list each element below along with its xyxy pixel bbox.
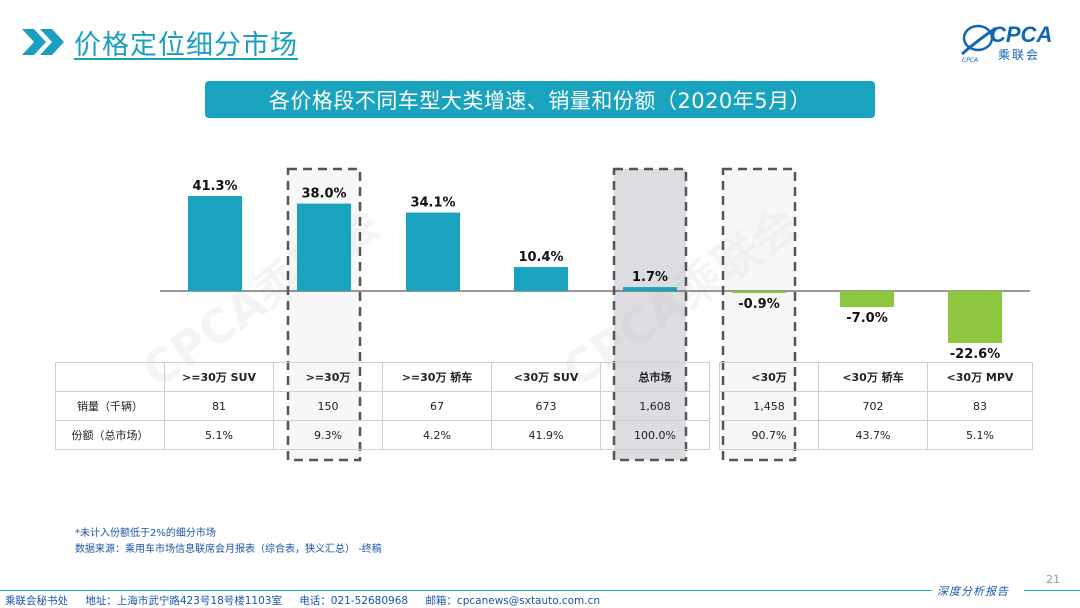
table-cell: 5.1%	[164, 420, 274, 450]
svg-text:CPCA: CPCA	[962, 57, 978, 64]
bar-value-label: 34.1%	[410, 196, 455, 211]
bar-layer	[188, 196, 1002, 343]
highlight-box-border	[286, 167, 362, 462]
table-cell: 67	[382, 391, 492, 421]
bar	[732, 291, 786, 294]
value-label-layer: 41.3% 38.0% 34.1% 10.4% 1.7% -0.9% -7.0% -22.6%	[192, 179, 1000, 362]
table-cell: 673	[491, 391, 601, 421]
bar-value-label: 10.4%	[518, 250, 563, 265]
table-cell: 150	[273, 391, 383, 421]
table-cell: 9.3%	[273, 420, 383, 450]
footer-rule	[0, 590, 932, 591]
col-header-cell: >=30万 轿车	[382, 362, 492, 392]
col-header-cell: 总市场	[600, 362, 710, 392]
footer-org: 乘联会秘书处	[5, 595, 68, 607]
page-header: 价格定位细分市场	[20, 22, 298, 62]
highlight-border-layer	[286, 167, 797, 462]
highlight-box-border	[612, 167, 688, 462]
col-header-cell: <30万 SUV	[491, 362, 601, 392]
table-cell: 1,458	[719, 391, 819, 421]
col-header-cell: <30万	[719, 362, 819, 392]
table-header-row: >=30万 SUV >=30万 >=30万 轿车 <30万 SUV 总市场 <3…	[55, 362, 1033, 392]
report-type-label: 深度分析报告	[937, 585, 1009, 598]
table-row-share: 份额（总市场） 5.1% 9.3% 4.2% 41.9% 100.0% 90.7…	[55, 420, 1033, 450]
bar	[188, 196, 242, 291]
bar-value-label: -22.6%	[950, 347, 1001, 362]
bar	[948, 291, 1002, 343]
footer-address: 地址：上海市武宁路423号18号楼1103室	[85, 595, 282, 607]
highlight-box-border	[721, 167, 797, 462]
table-gap-cell	[709, 420, 720, 450]
chart-notes: *未计入份额低于2%的细分市场 数据来源：乘用车市场信息联席会月报表（综合表，狭…	[75, 526, 382, 558]
table-cell: 4.2%	[382, 420, 492, 450]
double-chevron-right-icon	[20, 27, 68, 57]
table-cell: 83	[927, 391, 1033, 421]
page-number: 21	[1046, 573, 1060, 586]
table-row-sales: 销量（千辆） 81 150 67 673 1,608 1,458 702 83	[55, 391, 1033, 421]
globe-swoosh-icon: CPCA	[961, 24, 997, 64]
segment-data-table: >=30万 SUV >=30万 >=30万 轿车 <30万 SUV 总市场 <3…	[55, 362, 1033, 450]
table-cell: 5.1%	[927, 420, 1033, 450]
footer-rule-right	[1024, 590, 1080, 591]
bar	[406, 212, 460, 291]
table-cell: 81	[164, 391, 274, 421]
table-gap-cell	[709, 391, 720, 421]
bar	[297, 203, 351, 291]
table-cell: 702	[818, 391, 928, 421]
table-cell: 41.9%	[491, 420, 601, 450]
col-header-cell: <30万 轿车	[818, 362, 928, 392]
table-gap-cell	[709, 362, 720, 392]
table-corner-cell	[55, 362, 165, 392]
col-header-cell: >=30万 SUV	[164, 362, 274, 392]
note-line: *未计入份额低于2%的细分市场	[75, 528, 216, 539]
table-cell: 1,608	[600, 391, 710, 421]
table-cell: 90.7%	[719, 420, 819, 450]
page-title: 价格定位细分市场	[74, 29, 298, 61]
bar-value-label: 38.0%	[301, 187, 346, 202]
col-header-cell: <30万 MPV	[927, 362, 1033, 392]
bar-value-label: 41.3%	[192, 179, 237, 194]
bar	[623, 287, 677, 291]
table-cell: 43.7%	[818, 420, 928, 450]
footer-email: 邮箱：cpcanews@sxtauto.com.cn	[425, 595, 601, 607]
footer: 乘联会秘书处 地址：上海市武宁路423号18号楼1103室 电话：021-526…	[5, 593, 614, 608]
bar-value-label: -0.9%	[738, 297, 779, 312]
footer-phone: 电话：021-52680968	[299, 595, 409, 607]
logo-text: CPCA	[990, 22, 1053, 47]
source-line: 数据来源：乘用车市场信息联席会月报表（综合表，狭义汇总） -终稿	[75, 544, 382, 555]
col-header-cell: >=30万	[273, 362, 383, 392]
bar-value-label: -7.0%	[846, 311, 887, 326]
chart-banner-title: 各价格段不同车型大类增速、销量和份额（2020年5月）	[205, 81, 875, 118]
bar	[840, 291, 894, 308]
bar	[514, 267, 568, 291]
row-label-cell: 销量（千辆）	[55, 391, 165, 421]
table-cell: 100.0%	[600, 420, 710, 450]
row-label-cell: 份额（总市场）	[55, 420, 165, 450]
logo-subtext: 乘联会	[998, 48, 1041, 62]
cpca-logo: CPCA CPCA 乘联会	[958, 20, 1068, 64]
bar-value-label: 1.7%	[632, 270, 668, 285]
